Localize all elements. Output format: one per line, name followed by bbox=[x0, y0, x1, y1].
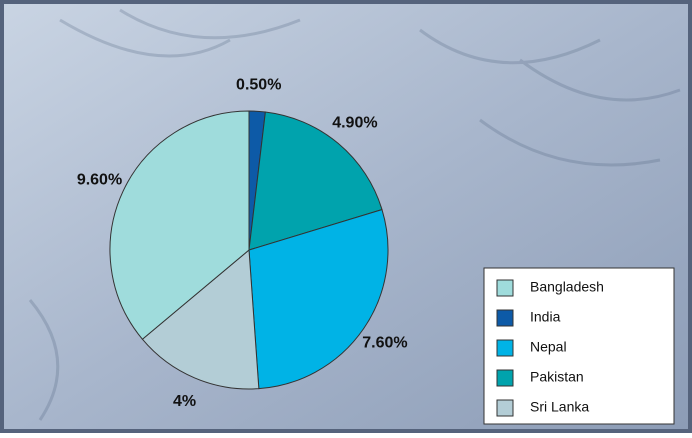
legend-label: Bangladesh bbox=[530, 279, 604, 295]
pie-slice bbox=[141, 248, 260, 390]
pie-slice bbox=[248, 111, 383, 251]
data-label: 7.60% bbox=[362, 335, 407, 352]
data-label: 4% bbox=[173, 393, 196, 410]
legend-label: Pakistan bbox=[530, 369, 584, 385]
data-label: 0.50% bbox=[236, 77, 281, 94]
legend-swatch bbox=[496, 309, 514, 327]
legend-swatch bbox=[496, 369, 514, 387]
pie-slice bbox=[248, 208, 389, 390]
legend-label: Nepal bbox=[530, 339, 567, 355]
legend-swatch bbox=[496, 399, 514, 417]
palm-decoration bbox=[28, 8, 681, 421]
legend-swatch bbox=[496, 339, 514, 357]
legend-label: India bbox=[530, 309, 561, 325]
data-label: 9.60% bbox=[77, 171, 122, 188]
pie-slice bbox=[109, 110, 250, 340]
pie: 0.50% 4.90% 7.60% 4% 9.60% bbox=[77, 77, 408, 411]
legend-box bbox=[483, 267, 675, 425]
data-label: 4.90% bbox=[332, 115, 377, 132]
legend: Bangladesh India Nepal Pakistan Sri Lanka bbox=[483, 267, 675, 425]
legend-swatch bbox=[496, 279, 514, 297]
legend-label: Sri Lanka bbox=[530, 399, 589, 415]
